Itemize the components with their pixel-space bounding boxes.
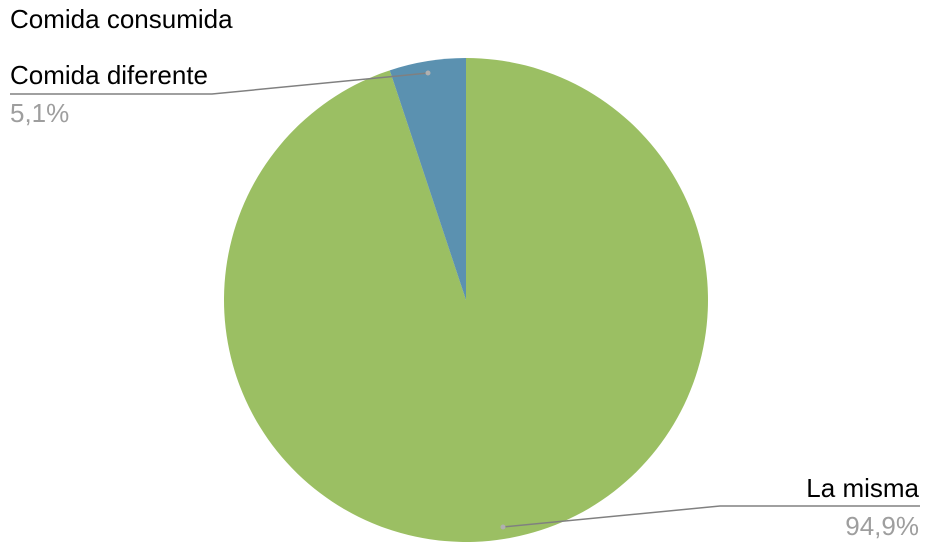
leader-line-comida-diferente <box>10 72 429 95</box>
chart-title: Comida consumida <box>10 4 233 34</box>
slice-label-la-misma: La misma <box>806 473 919 503</box>
slice-value-la-misma: 94,9% <box>845 511 919 541</box>
slice-value-comida-diferente: 5,1% <box>10 98 69 128</box>
leader-line-la-misma <box>502 505 920 528</box>
leader-line-comida-diferente-dot <box>425 70 431 76</box>
pie-slice-la-misma <box>223 58 708 542</box>
pie-slice-comida-diferente <box>389 58 466 300</box>
leader-line-la-misma-dot <box>500 524 506 530</box>
slice-label-comida-diferente: Comida diferente <box>10 60 208 90</box>
